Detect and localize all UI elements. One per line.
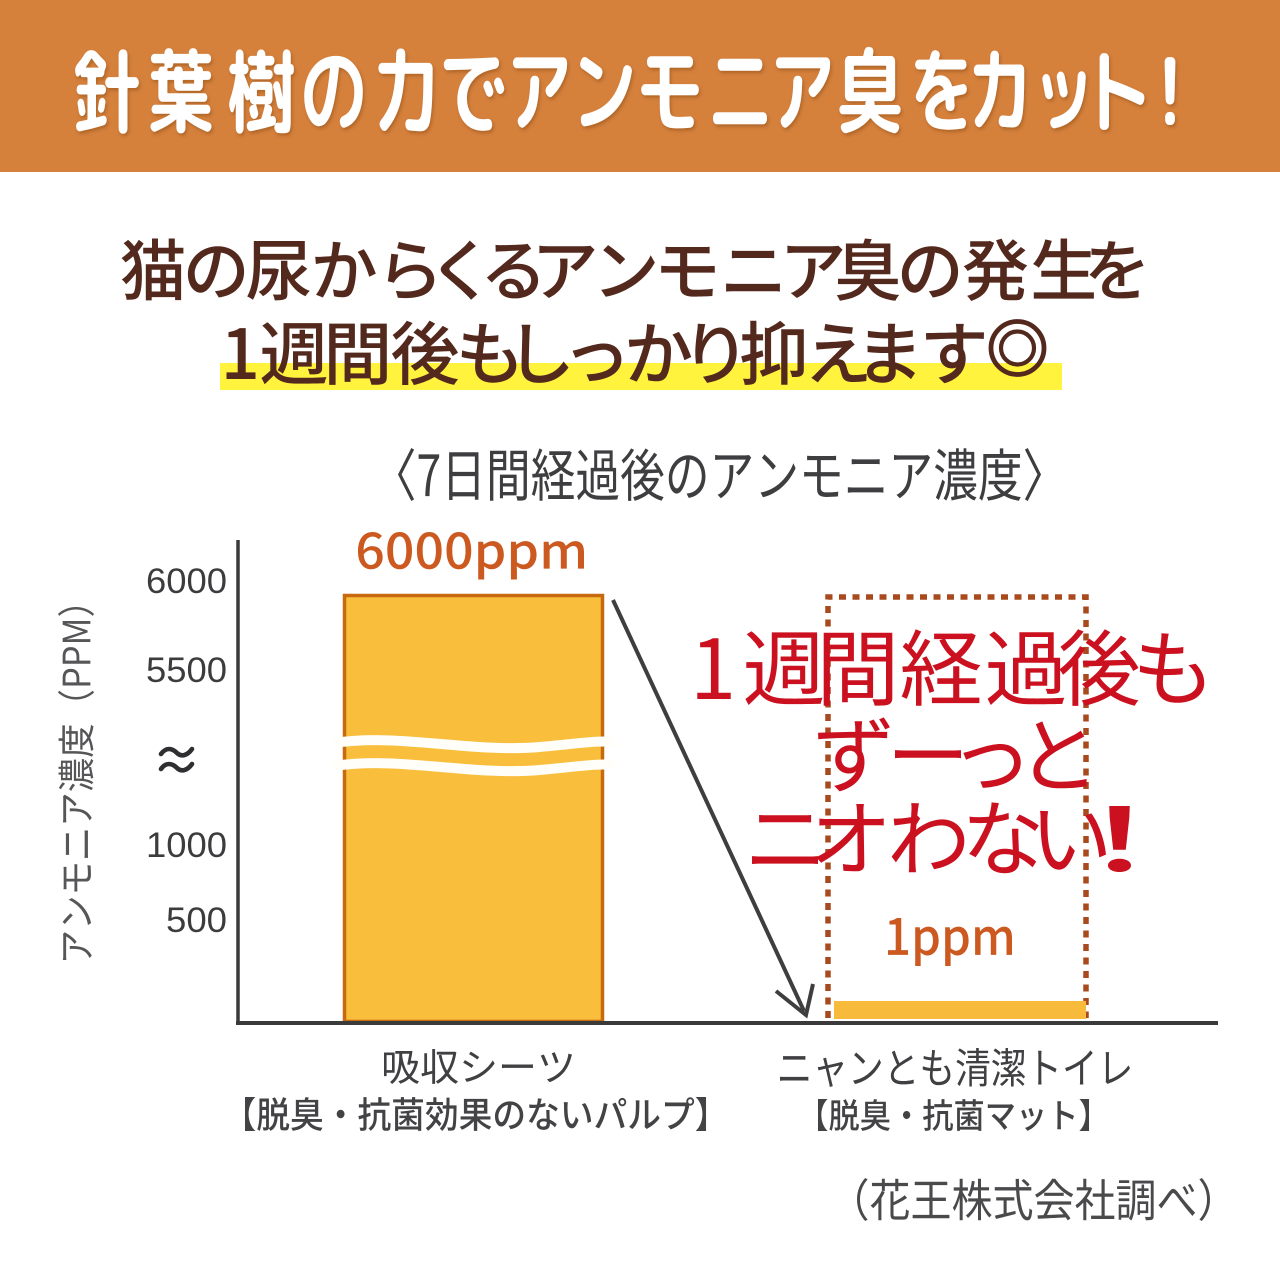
svg-text:500: 500	[166, 901, 227, 940]
svg-text:1000: 1000	[146, 826, 227, 865]
svg-text:6000: 6000	[146, 562, 227, 601]
svg-text:5500: 5500	[146, 651, 227, 690]
